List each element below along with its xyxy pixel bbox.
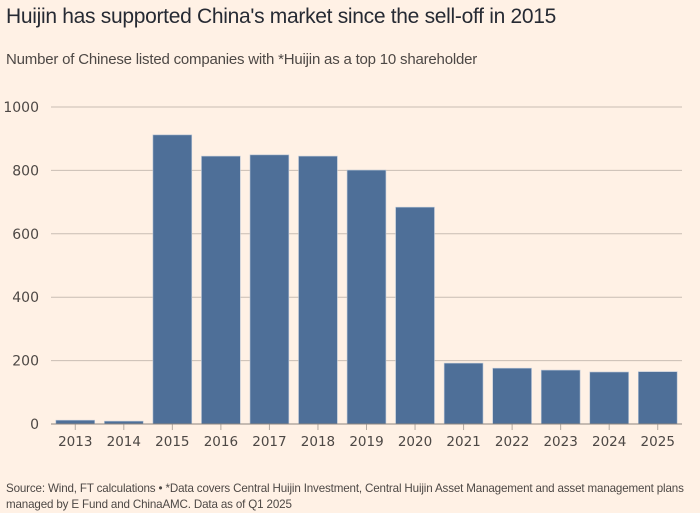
bars: [55, 134, 678, 425]
bar-2019: [346, 169, 387, 425]
bar-2015: [152, 134, 193, 425]
y-tick-label: 600: [12, 227, 39, 243]
bar-2018: [298, 155, 338, 425]
x-tick-label: 2025: [641, 434, 675, 450]
bar-2022: [492, 367, 532, 425]
x-tick-label: 2017: [252, 434, 286, 450]
bar-2013: [55, 419, 95, 425]
x-tick-label: 2019: [349, 434, 383, 450]
bar-2017: [249, 154, 290, 425]
y-tick-label: 0: [30, 417, 39, 433]
chart-subtitle: Number of Chinese listed companies with …: [6, 51, 478, 68]
bar-2024: [589, 371, 629, 425]
source-note: Source: Wind, FT calculations • *Data co…: [6, 482, 684, 511]
x-tick-label: 2021: [446, 434, 480, 450]
bar-2025: [638, 371, 678, 425]
x-axis: [51, 423, 682, 430]
y-tick-label: 200: [12, 354, 39, 370]
x-tick-label: 2023: [543, 434, 577, 450]
x-tick-labels: 2013 2014 2015 2016 2017 2018 2019 2020 2021 2022…: [58, 434, 675, 450]
y-tick-label: 400: [12, 290, 39, 306]
y-tick-labels: 0 200 400 600 800 1000: [3, 100, 39, 433]
x-tick-label: 2016: [204, 434, 238, 450]
x-tick-label: 2020: [398, 434, 432, 450]
bar-2023: [540, 369, 581, 425]
x-tick-label: 2024: [592, 434, 626, 450]
bar-2021: [443, 362, 484, 425]
x-tick-label: 2013: [58, 434, 92, 450]
x-tick-label: 2018: [301, 434, 335, 450]
x-tick-label: 2022: [495, 434, 529, 450]
x-tick-label: 2014: [107, 434, 141, 450]
bar-2016: [201, 155, 241, 425]
y-tick-label: 1000: [3, 100, 39, 116]
chart-title: Huijin has supported China's market sinc…: [6, 5, 557, 28]
y-tick-label: 800: [12, 163, 39, 179]
bar-2020: [395, 206, 435, 425]
x-tick-label: 2015: [155, 434, 189, 450]
